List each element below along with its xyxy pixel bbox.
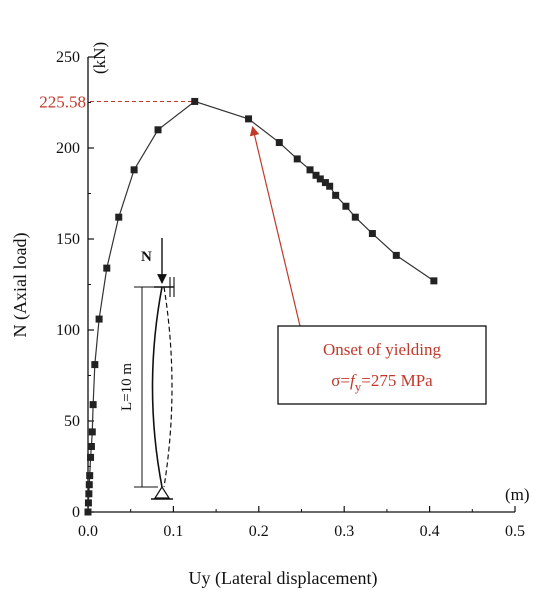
load-label: N	[141, 249, 152, 265]
deformed-column-curve	[151, 286, 163, 488]
peak-value-label: 225.58	[39, 92, 86, 111]
data-point	[84, 499, 92, 507]
column-schematic: N L=10 m	[119, 238, 175, 500]
y-tick-label: 0	[72, 504, 80, 521]
data-point	[95, 315, 103, 323]
data-point	[306, 166, 314, 174]
x-tick-label: 0.4	[420, 523, 440, 540]
data-points	[84, 97, 438, 516]
annotation-arrow	[249, 125, 301, 327]
x-axis-ticks: 0.0 0.1 0.2 0.3 0.4 0.5	[78, 506, 525, 540]
y-axis-ticks: 0 50 100 150 200 250	[56, 49, 94, 521]
pin-support-triangle	[153, 485, 171, 499]
data-point	[87, 442, 95, 450]
data-point	[430, 277, 438, 285]
data-point	[275, 139, 283, 147]
data-point	[368, 230, 376, 238]
data-point	[88, 428, 96, 436]
y-tick-label: 200	[56, 140, 80, 157]
data-point	[85, 481, 93, 489]
data-point	[103, 264, 111, 272]
data-point	[316, 175, 324, 183]
data-point	[84, 508, 92, 516]
data-point	[312, 171, 320, 179]
y-tick-label: 150	[56, 231, 80, 248]
original-column-dashed	[163, 286, 173, 488]
annotation-box	[277, 325, 487, 405]
data-point	[191, 97, 199, 105]
y-tick-label: 100	[56, 322, 80, 339]
data-point	[326, 182, 334, 190]
data-point	[392, 251, 400, 259]
x-tick-label: 0.5	[505, 523, 525, 540]
data-point	[321, 179, 329, 187]
x-tick-label: 0.2	[249, 523, 269, 540]
data-point	[293, 155, 301, 163]
x-tick-label: 0.3	[334, 523, 354, 540]
data-point	[130, 166, 138, 174]
data-point	[86, 472, 94, 480]
annotation-line-1: Onset of yielding	[323, 340, 442, 359]
data-point	[89, 401, 97, 409]
y-tick-label: 50	[64, 413, 80, 430]
data-point	[87, 453, 95, 461]
x-tick-label: 0.1	[163, 523, 183, 540]
data-point	[332, 191, 340, 199]
x-tick-label: 0.0	[78, 523, 98, 540]
annotation-line-2: σ=fy=275 MPa	[331, 371, 433, 394]
y-tick-label: 250	[56, 49, 80, 66]
data-point	[91, 361, 99, 369]
x-axis-title: Uy (Lateral displacement)	[189, 568, 378, 589]
data-point	[85, 490, 93, 498]
data-point	[245, 115, 253, 123]
data-point	[115, 213, 123, 221]
x-axis-unit: (m)	[505, 485, 530, 504]
data-point	[351, 213, 359, 221]
data-point	[342, 202, 350, 210]
data-point	[154, 126, 162, 134]
y-axis-title: N (Axial load)	[10, 233, 31, 338]
y-axis-unit: (kN)	[90, 42, 109, 74]
column-length-label: L=10 m	[119, 363, 135, 411]
